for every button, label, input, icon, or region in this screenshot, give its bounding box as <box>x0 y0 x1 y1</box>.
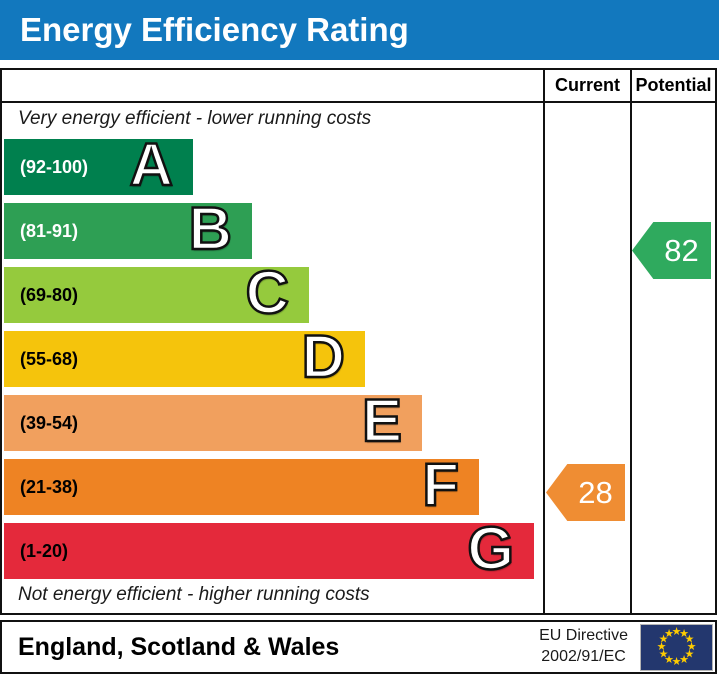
potential-rating-value: 82 <box>664 232 699 268</box>
eu-flag-star-icon: ★ <box>658 633 669 646</box>
band-b-letter: B <box>187 195 233 263</box>
potential-column-divider <box>630 70 632 613</box>
potential-column-header: Potential <box>635 75 712 95</box>
current-column-header: Current <box>554 75 620 95</box>
eu-flag-star-icon: ★ <box>686 641 697 653</box>
title-bar: Energy Efficiency Rating <box>0 0 719 60</box>
page-title: Energy Efficiency Rating <box>20 11 409 48</box>
eu-directive-line2: 2002/91/EC <box>541 648 626 665</box>
band-a: (92-100) A <box>4 133 193 196</box>
band-e-letter: E <box>361 387 404 455</box>
eu-directive-line1: EU Directive <box>539 627 628 645</box>
eu-flag-star-icon: ★ <box>656 641 667 653</box>
eu-flag-star-icon: ★ <box>671 656 682 668</box>
eu-directive-label: EU Directive 2002/91/EC <box>539 626 628 668</box>
band-g-letter: G <box>466 515 515 583</box>
region-label: England, Scotland & Wales <box>18 632 340 661</box>
potential-rating-arrow: 82 <box>632 222 711 279</box>
eu-flag-star-icon: ★ <box>664 653 674 666</box>
band-b-range: (81-91) <box>20 220 79 241</box>
band-d-range: (55-68) <box>20 348 79 369</box>
band-e-range: (39-54) <box>20 412 79 433</box>
band-f-range: (21-38) <box>20 476 79 497</box>
current-column-divider <box>543 70 545 613</box>
eu-flag-star-icon: ★ <box>671 626 682 638</box>
chart-header-row: Current Potential <box>2 70 715 103</box>
caption-very-efficient: Very energy efficient - lower running co… <box>18 108 372 129</box>
eu-flag-star-icon: ★ <box>664 628 674 641</box>
rating-chart: Current Potential Very energy efficient … <box>0 68 717 615</box>
eu-flag-star-icon: ★ <box>679 628 689 641</box>
current-rating-value: 28 <box>578 474 613 510</box>
band-e: (39-54) E <box>4 389 422 452</box>
band-g: (1-20) G <box>4 517 534 580</box>
band-c: (69-80) C <box>4 261 309 324</box>
band-c-range: (69-80) <box>20 284 79 305</box>
footer-bar: England, Scotland & Wales EU Directive 2… <box>0 620 717 674</box>
band-f: (21-38) F <box>4 453 479 516</box>
band-b: (81-91) B <box>4 197 252 260</box>
band-c-letter: C <box>244 259 290 327</box>
band-d-letter: D <box>300 323 346 391</box>
band-g-range: (1-20) <box>20 540 69 561</box>
eu-flag-star-icon: ★ <box>684 633 695 646</box>
band-a-range: (92-100) <box>20 156 89 177</box>
eu-flag-star-icon: ★ <box>684 648 695 661</box>
eu-flag-icon: ★ ★ ★ ★ ★ ★ ★ ★ ★ ★ ★ ★ <box>640 623 713 671</box>
band-f-letter: F <box>421 451 460 519</box>
band-a-letter: A <box>128 131 174 199</box>
band-d: (55-68) D <box>4 325 365 388</box>
eu-flag-star-icon: ★ <box>658 648 669 661</box>
current-rating-arrow: 28 <box>546 464 625 521</box>
caption-not-efficient: Not energy efficient - higher running co… <box>18 584 370 605</box>
eu-flag-star-icon: ★ <box>679 653 689 666</box>
